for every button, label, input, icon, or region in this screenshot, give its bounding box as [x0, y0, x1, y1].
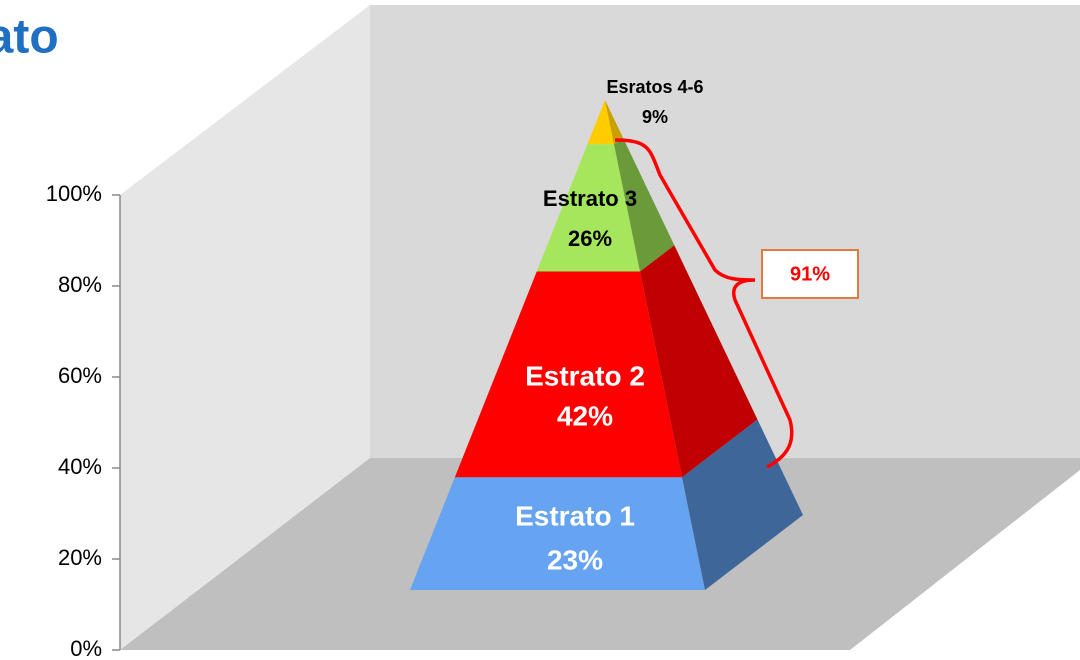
segment-front	[410, 477, 705, 590]
y-tick-label: 60%	[58, 363, 102, 388]
left-wall	[120, 5, 370, 650]
chart-title: rato	[0, 11, 59, 64]
value-label: 23%	[547, 544, 603, 575]
segment-front	[587, 100, 614, 145]
segment-label: Estrato 2	[525, 360, 645, 391]
value-label: 26%	[568, 226, 612, 251]
y-tick-label: 40%	[58, 454, 102, 479]
bracket	[614, 138, 794, 469]
segment-front	[536, 144, 640, 272]
segment-side	[605, 100, 623, 145]
y-tick-label: 100%	[46, 181, 102, 206]
segment-front	[454, 271, 682, 478]
segment-side	[614, 137, 675, 272]
y-tick-label: 20%	[58, 545, 102, 570]
y-tick-label: 80%	[58, 272, 102, 297]
segment-side	[640, 245, 758, 478]
annotation-box	[761, 249, 859, 299]
segment-label: Esratos 4-6	[606, 77, 703, 97]
annotation: 91%	[790, 263, 830, 285]
y-tick-label: 0%	[70, 636, 102, 660]
value-label: 9%	[642, 107, 668, 127]
segment-label: Estrato 1	[515, 500, 635, 531]
segment-label: Estrato 3	[543, 186, 637, 211]
value-label: 42%	[557, 400, 613, 431]
